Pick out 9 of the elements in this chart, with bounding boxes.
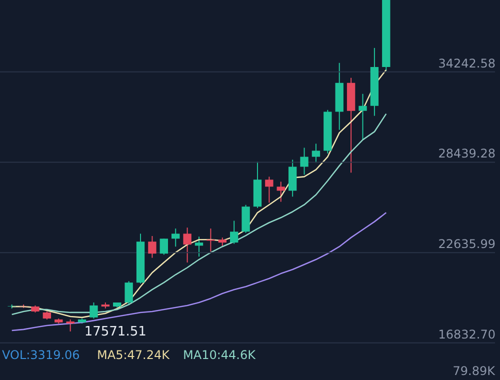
text: MA10:44.6K [183,348,257,362]
y-tick-label: 16832.70 [438,327,496,342]
y-tick-label: 22635.99 [438,237,496,252]
text: 79.89K [452,364,496,378]
y-tick-label: 28439.28 [438,146,496,161]
y-tick-label: 34242.58 [438,56,496,70]
text: VOL:3319.06 [2,348,80,362]
annotation: 17571.51 [84,324,146,340]
text: MA5:47.24K [97,348,171,362]
